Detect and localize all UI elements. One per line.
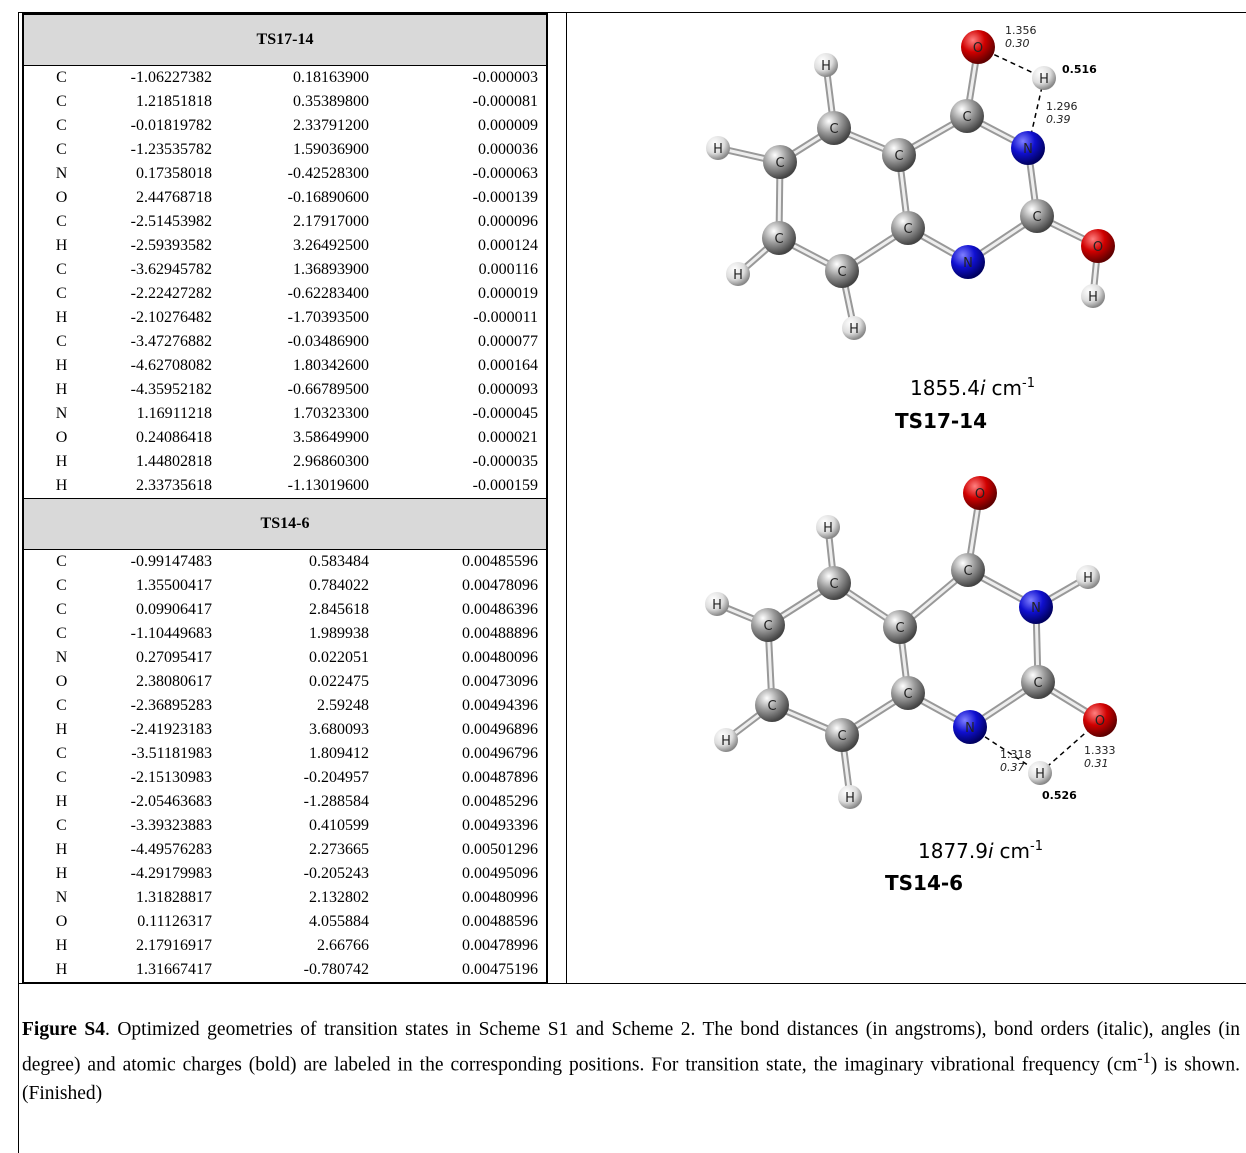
caption-text: . Optimized geometries of transition sta… xyxy=(22,1019,1240,1076)
atom-label: H xyxy=(821,59,831,74)
frequency-imaginary: i xyxy=(980,376,986,400)
atom-label: C xyxy=(1032,210,1041,225)
frequency-value: 1877.9 xyxy=(918,839,988,863)
atom-label: C xyxy=(767,699,776,714)
page: TS17-14C-1.062273820.18163900-0.000003C1… xyxy=(0,0,1246,1131)
frequency-unit: cm xyxy=(992,376,1022,400)
caption-sup: -1 xyxy=(1137,1049,1151,1067)
bond-label: 0.37 xyxy=(1000,761,1025,774)
atom-label: C xyxy=(903,687,912,702)
atom-label: C xyxy=(837,729,846,744)
frequency-imaginary: i xyxy=(988,839,994,863)
atom-label: N xyxy=(965,721,975,736)
atom-label: N xyxy=(1023,142,1033,157)
caption-label: Figure S4 xyxy=(22,1019,105,1040)
atom-label: O xyxy=(973,41,983,56)
atom-label: O xyxy=(1095,714,1105,729)
bond-label: 1.296 xyxy=(1046,100,1078,113)
bond-label: 0.30 xyxy=(1005,37,1030,50)
atom-label: O xyxy=(975,487,985,502)
atom-label: C xyxy=(774,232,783,247)
atom-label: C xyxy=(963,564,972,579)
bond-label: 0.39 xyxy=(1046,113,1071,126)
atom-label: H xyxy=(1083,571,1093,586)
caption: Figure S4. Optimized geometries of trans… xyxy=(22,1016,1240,1108)
atom-label: H xyxy=(849,322,859,337)
atom-label: C xyxy=(962,110,971,125)
atom-label: C xyxy=(894,149,903,164)
atom-label: C xyxy=(903,222,912,237)
bond-label: 0.31 xyxy=(1084,757,1109,770)
atom-label: H xyxy=(1035,767,1045,782)
bond-label: 1.318 xyxy=(1000,748,1032,761)
atom-label: N xyxy=(1031,601,1041,616)
ts-name: TS17-14 xyxy=(895,409,987,433)
atom-label: N xyxy=(963,256,973,271)
atom-label: H xyxy=(733,268,743,283)
atom-label: H xyxy=(713,142,723,157)
atom-label: H xyxy=(1039,72,1049,87)
frequency-unit: cm xyxy=(1000,839,1030,863)
atom-label: C xyxy=(895,621,904,636)
atom-label: C xyxy=(837,265,846,280)
bond-label: 0.516 xyxy=(1062,63,1097,76)
frequency-exponent: -1 xyxy=(1030,839,1043,854)
bond-label: 1.356 xyxy=(1005,24,1037,37)
bond-label: 0.526 xyxy=(1042,789,1077,802)
atom-label: C xyxy=(1033,676,1042,691)
molecules: OHCNCOHNCCCHCHCHCH1.3560.300.5161.2960.3… xyxy=(0,0,1246,1000)
atom-label: H xyxy=(845,791,855,806)
atom-label: H xyxy=(823,521,833,536)
ts-name: TS14-6 xyxy=(885,871,963,895)
atom-label: H xyxy=(721,734,731,749)
atom-label: C xyxy=(763,619,772,634)
atom-label: C xyxy=(775,156,784,171)
atom-label: C xyxy=(829,577,838,592)
atom-label: O xyxy=(1093,240,1103,255)
atom-label: H xyxy=(1088,290,1098,305)
frequency-value: 1855.4 xyxy=(910,376,980,400)
atom-label: C xyxy=(829,122,838,137)
frequency-exponent: -1 xyxy=(1022,376,1035,391)
atom-label: H xyxy=(712,598,722,613)
bond-label: 1.333 xyxy=(1084,744,1116,757)
